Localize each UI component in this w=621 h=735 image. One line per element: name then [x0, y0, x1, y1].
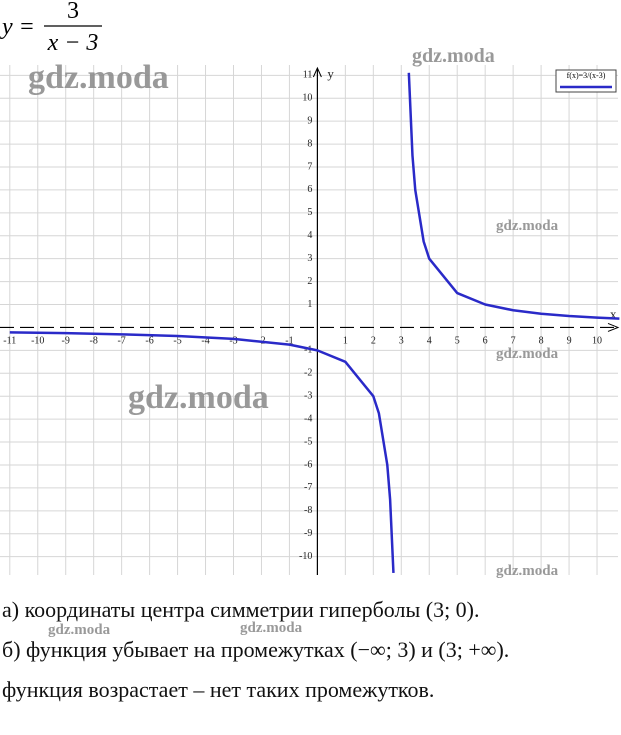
y-tick-label: 8 — [307, 138, 312, 149]
watermark: gdz.moda — [496, 563, 559, 579]
x-tick-label: -3 — [229, 336, 237, 347]
y-tick-label: 1 — [307, 299, 312, 310]
watermark: gdz.moda — [496, 346, 559, 362]
y-tick-label: 2 — [307, 276, 312, 287]
formula-numerator: 3 — [67, 0, 79, 24]
y-tick-label: 10 — [302, 93, 312, 104]
y-tick-label: -7 — [304, 482, 312, 493]
watermark: gdz.moda — [496, 218, 559, 234]
x-tick-label: 1 — [343, 336, 348, 347]
y-tick-label: -6 — [304, 459, 312, 470]
watermark: gdz.moda — [412, 45, 495, 67]
x-tick-label: 7 — [511, 336, 516, 347]
x-tick-label: 2 — [371, 336, 376, 347]
x-tick-label: -5 — [173, 336, 181, 347]
formula-denominator: x − 3 — [47, 30, 99, 56]
answer: б) функция убывает на промежутках (−∞; 3… — [2, 637, 509, 662]
watermark: gdz.moda — [28, 59, 169, 96]
y-tick-label: -10 — [299, 551, 312, 562]
y-tick-label: -1 — [304, 345, 312, 356]
x-axis-label: x — [610, 306, 617, 321]
y-arrow — [312, 66, 322, 78]
x-arrow — [607, 322, 620, 332]
y-tick-label: 4 — [307, 230, 312, 241]
x-tick-label: 4 — [427, 336, 432, 347]
y-tick-label: -4 — [304, 413, 312, 424]
x-tick-label: 5 — [455, 336, 460, 347]
x-tick-label: 10 — [592, 336, 602, 347]
x-tick-label: -7 — [117, 336, 125, 347]
y-tick-label: -5 — [304, 436, 312, 447]
y-tick-label: 9 — [307, 115, 312, 126]
y-tick-label: -3 — [304, 391, 312, 402]
plot: -11 -10 -9 -8 -7 -6 -5 -4 -3 -2 -1 1 2 3 4 5 6 7 8 9 10-10-9… — [0, 65, 620, 575]
y-tick-label: 7 — [307, 161, 312, 172]
x-tick-label: 9 — [567, 336, 572, 347]
answer: а) координаты центра симметрии гиперболы… — [2, 597, 480, 622]
y-tick-label: 5 — [307, 207, 312, 218]
watermark: gdz.moda — [48, 622, 111, 638]
y-axis-label: y — [327, 66, 334, 81]
curve — [9, 72, 620, 573]
x-tick-label: 8 — [539, 336, 544, 347]
x-tick-label: -11 — [3, 336, 16, 347]
y-tick-label: 6 — [307, 184, 312, 195]
legend-label: f(x)=3/(x-3) — [567, 71, 606, 80]
y-tick-label: 3 — [307, 253, 312, 264]
answer: функция возрастает – нет таких промежутк… — [2, 677, 434, 702]
y-tick-label: -8 — [304, 505, 312, 516]
y-tick-label: -9 — [304, 528, 312, 539]
x-tick-label: -9 — [62, 336, 70, 347]
watermark: gdz.moda — [240, 620, 303, 636]
x-tick-label: -4 — [201, 336, 209, 347]
x-tick-label: -10 — [31, 336, 44, 347]
x-tick-label: -6 — [145, 336, 153, 347]
y-tick-label: -2 — [304, 368, 312, 379]
watermark: gdz.moda — [128, 379, 269, 416]
x-tick-label: -8 — [90, 336, 98, 347]
x-tick-label: -1 — [285, 336, 293, 347]
x-tick-label: 3 — [399, 336, 404, 347]
y-tick-label: 11 — [303, 70, 313, 81]
watermarks: gdz.moda gdz.moda gdz.moda gdz.moda gdz.… — [28, 45, 559, 638]
formula-lhs: y = — [0, 14, 35, 40]
x-tick-label: 6 — [483, 336, 488, 347]
